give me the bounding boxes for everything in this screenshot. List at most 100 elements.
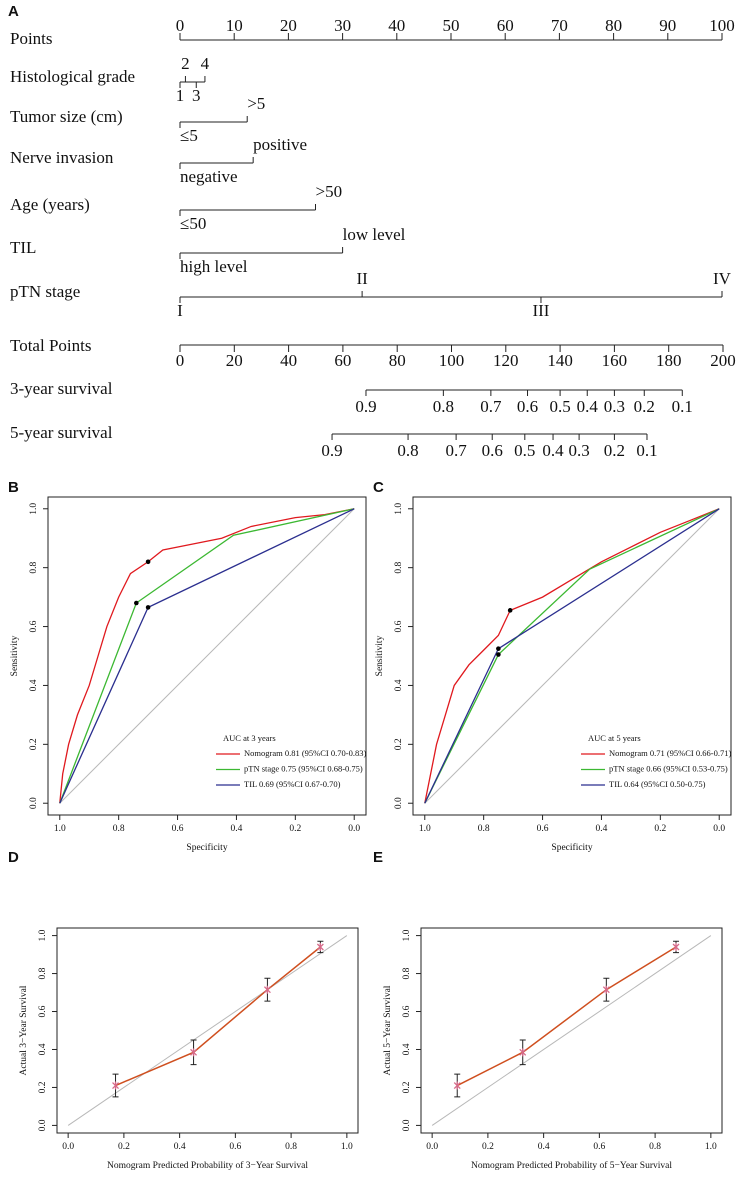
cutoff-point [507, 608, 513, 613]
y-tick-label: 0.2 [29, 738, 39, 750]
x-tick-label: 0.6 [229, 1142, 241, 1152]
tick-label: 0 [176, 16, 185, 35]
x-tick-label: 1.0 [419, 824, 431, 834]
marker [316, 942, 324, 951]
tick-label: 200 [710, 351, 736, 370]
level-label: negative [180, 167, 238, 186]
y-tick-label: 0.0 [38, 1119, 48, 1131]
y-tick-label: 0.0 [29, 797, 39, 809]
cutoff-point [134, 600, 139, 606]
tick-label: 0.9 [355, 397, 376, 416]
tick-label: 0.7 [480, 397, 502, 416]
panel-letter: D [8, 849, 19, 866]
legend-label: TIL 0.64 (95%CI 0.50-0.75) [609, 779, 706, 789]
y-tick-label: 0.6 [38, 1005, 48, 1017]
x-tick-label: 0.0 [62, 1142, 74, 1152]
row-label: Nerve invasion [10, 148, 114, 167]
level-label: positive [253, 135, 307, 154]
y-tick-label: 0.4 [38, 1043, 48, 1055]
level-label: >50 [316, 182, 343, 201]
tick-label: 90 [659, 16, 676, 35]
tick-label: 50 [443, 16, 460, 35]
x-tick-label: 0.4 [538, 1142, 550, 1152]
roc-curve [59, 508, 355, 804]
tick-label: 0.4 [577, 397, 599, 416]
row-label: Histological grade [10, 67, 135, 86]
reference-line [424, 508, 720, 804]
tick-label: 60 [497, 16, 514, 35]
marker [190, 1048, 198, 1057]
marker [112, 1081, 119, 1090]
plot-frame [420, 927, 723, 1134]
tick-label: 20 [280, 16, 297, 35]
y-tick-label: 0.4 [29, 679, 39, 691]
level-label: high level [180, 257, 248, 276]
y-tick-label: 0.4 [394, 679, 404, 691]
tick-label: 0.3 [568, 441, 589, 460]
row-label: TIL [10, 238, 36, 257]
row-label: 3-year survival [10, 379, 113, 398]
tick-label: 0.1 [672, 397, 693, 416]
tick-label: 0.4 [542, 441, 564, 460]
row-label: Age (years) [10, 195, 90, 214]
cutoff-point [145, 605, 151, 610]
cutoff-point [145, 559, 151, 565]
x-axis-label: Nomogram Predicted Probability of 3−Year… [107, 1160, 308, 1171]
level-label: >5 [247, 94, 265, 113]
y-tick-label: 1.0 [29, 503, 39, 515]
level-label: 1 [176, 86, 185, 105]
tick-label: 0.3 [604, 397, 625, 416]
y-tick-label: 0.6 [402, 1005, 412, 1017]
level-label: ≤50 [180, 214, 206, 233]
tick-label: 0.6 [517, 397, 538, 416]
x-tick-label: 0.8 [478, 824, 490, 834]
roc-curve [424, 508, 720, 804]
tick-label: 70 [551, 16, 568, 35]
y-tick-label: 0.2 [38, 1081, 48, 1093]
tick-label: 20 [226, 351, 243, 370]
tick-label: 100 [439, 351, 465, 370]
tick-label: 180 [656, 351, 682, 370]
y-tick-label: 0.0 [402, 1119, 412, 1131]
panel-letter: B [8, 479, 19, 496]
y-axis-label: Sensitivity [375, 635, 385, 676]
y-tick-label: 0.8 [394, 561, 404, 573]
y-tick-label: 0.6 [29, 620, 39, 632]
x-tick-label: 0.0 [348, 824, 360, 834]
y-tick-label: 0.6 [394, 620, 404, 632]
x-axis-label: Specificity [186, 842, 227, 853]
tick-label: 0.2 [604, 441, 625, 460]
y-tick-label: 0.4 [402, 1043, 412, 1055]
y-tick-label: 1.0 [402, 929, 412, 941]
row-label: Tumor size (cm) [10, 107, 123, 126]
plot-frame [47, 496, 367, 816]
level-label: III [532, 301, 549, 320]
x-tick-label: 0.8 [113, 824, 125, 834]
tick-label: 0.6 [482, 441, 503, 460]
y-tick-label: 0.8 [29, 561, 39, 573]
marker [519, 1048, 527, 1057]
level-label: 4 [201, 54, 210, 73]
y-tick-label: 1.0 [394, 503, 404, 515]
reference-line [431, 935, 712, 1126]
calibration-line [456, 946, 677, 1087]
x-tick-label: 0.2 [118, 1142, 130, 1152]
tick-label: 160 [602, 351, 628, 370]
x-axis-label: Nomogram Predicted Probability of 5−Year… [471, 1160, 672, 1171]
tick-label: 40 [388, 16, 405, 35]
tick-label: 10 [226, 16, 243, 35]
tick-label: 40 [280, 351, 297, 370]
panel-letter: C [373, 479, 384, 496]
roc-curve [59, 508, 355, 804]
y-axis-label: Actual 3−Year Survival [19, 985, 29, 1075]
x-tick-label: 1.0 [705, 1142, 717, 1152]
row-label: 5-year survival [10, 423, 113, 442]
tick-label: 80 [389, 351, 406, 370]
level-label: 2 [181, 54, 190, 73]
marker [263, 985, 271, 994]
legend-label: pTN stage 0.75 (95%CI 0.68-0.75) [244, 763, 363, 773]
x-tick-label: 0.4 [596, 824, 608, 834]
panel-letter: E [373, 849, 383, 866]
marker [602, 985, 610, 994]
